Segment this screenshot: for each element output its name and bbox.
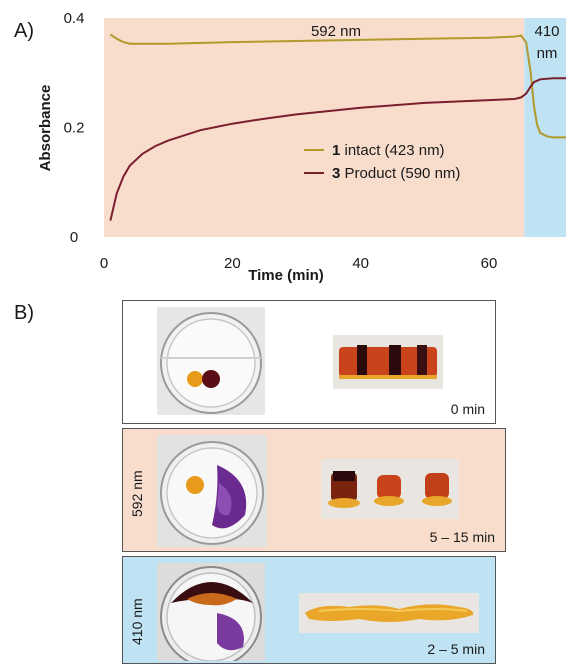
x-tick-label: 40 bbox=[352, 255, 369, 272]
x-axis-label: Time (min) bbox=[248, 267, 324, 284]
legend-compound-number: 1 bbox=[332, 142, 340, 159]
hydrogel-strip-photo bbox=[333, 335, 443, 389]
y-tick-label: 0.2 bbox=[64, 120, 85, 137]
petri-dish-photo bbox=[157, 435, 267, 547]
legend-compound-number: 3 bbox=[332, 165, 340, 182]
panel-b-label: B) bbox=[14, 302, 34, 324]
region-label-592nm: 592 nm bbox=[311, 23, 361, 40]
y-axis-label: Absorbance bbox=[37, 85, 54, 172]
time-label: 5 – 15 min bbox=[429, 529, 495, 545]
petri-dish-photo bbox=[157, 563, 265, 661]
panel-b-row-1: 592 nm 5 – 15 min bbox=[122, 428, 506, 552]
wavelength-label: 592 nm bbox=[129, 470, 145, 517]
region-1 bbox=[524, 18, 566, 237]
legend-entry-1: 3 Product (590 nm) bbox=[332, 165, 460, 182]
x-tick-label: 20 bbox=[224, 255, 241, 272]
wavelength-label: 410 nm bbox=[129, 598, 145, 645]
hydrogel-pieces-photo bbox=[321, 459, 459, 519]
x-tick-label: 0 bbox=[100, 255, 108, 272]
time-label: 0 min bbox=[450, 401, 485, 417]
melted-gel-photo bbox=[299, 593, 479, 633]
chart-regions: 592 nm 410 nm bbox=[104, 18, 566, 237]
series-line-0 bbox=[109, 33, 566, 139]
absorbance-chart: 592 nm 410 nm 0 0.2 0.4 0 20 40 60 Time (min) Abso… bbox=[37, 10, 566, 284]
x-tick-label: 60 bbox=[481, 255, 498, 272]
region-0 bbox=[104, 18, 525, 237]
series-line-1 bbox=[109, 77, 566, 221]
legend-series-name: intact (423 nm) bbox=[340, 142, 444, 159]
chart-axes: 0 0.2 0.4 0 20 40 60 Time (min) Absorbance bbox=[37, 10, 497, 284]
panel-a-label: A) bbox=[14, 20, 34, 42]
legend-series-name: Product (590 nm) bbox=[340, 165, 460, 182]
region-label-410nm-line2: nm bbox=[537, 45, 558, 62]
y-tick-label: 0 bbox=[70, 229, 78, 246]
region-label-410nm-line1: 410 bbox=[534, 23, 559, 40]
petri-dish-photo bbox=[157, 307, 265, 415]
y-tick-label: 0.4 bbox=[64, 10, 85, 27]
chart-legend: 1 intact (423 nm)3 Product (590 nm) bbox=[304, 142, 460, 182]
time-label: 2 – 5 min bbox=[427, 641, 485, 657]
chart-series bbox=[109, 33, 566, 221]
panel-b-row-0: 0 min bbox=[122, 300, 496, 424]
panel-b-row-2: 410 nm 2 – 5 min bbox=[122, 556, 496, 664]
legend-entry-0: 1 intact (423 nm) bbox=[332, 142, 445, 159]
